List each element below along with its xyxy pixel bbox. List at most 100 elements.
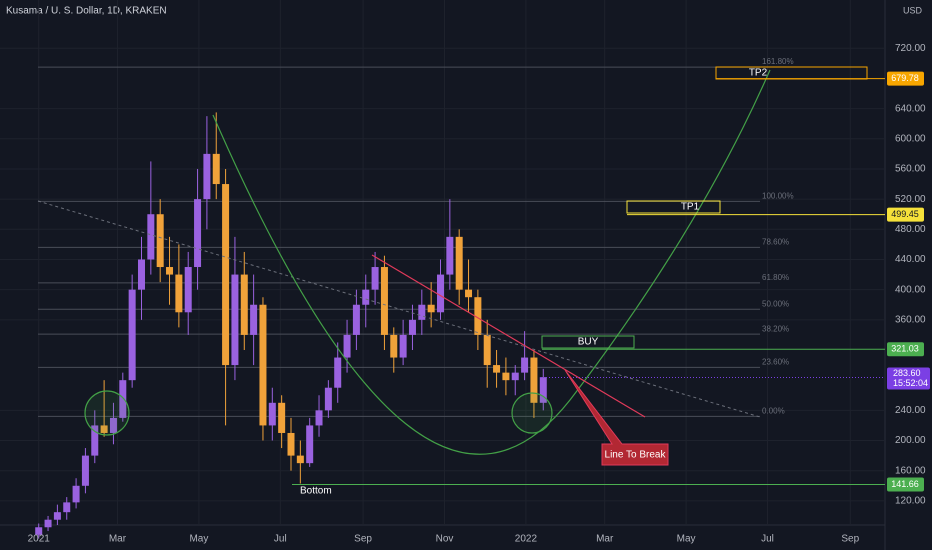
candle-body bbox=[109, 417, 117, 433]
candle-body bbox=[455, 236, 463, 290]
candle-body bbox=[446, 236, 454, 275]
candle-body bbox=[268, 402, 276, 426]
countdown-label: 15:52:04 bbox=[893, 378, 928, 388]
candle-body bbox=[119, 380, 127, 418]
tp2-label: TP2 bbox=[749, 68, 768, 79]
current-price-label: 283.60 bbox=[893, 368, 921, 378]
candle-body bbox=[231, 274, 239, 366]
x-tick-label: May bbox=[189, 534, 208, 545]
candle-body bbox=[53, 512, 61, 520]
candle-body bbox=[287, 432, 295, 456]
candle-body bbox=[91, 425, 99, 456]
candle-body bbox=[352, 304, 360, 335]
candle-body bbox=[362, 289, 370, 305]
current-price-tag bbox=[887, 367, 930, 390]
y-tick-label: 400.00 bbox=[895, 284, 926, 295]
price-tag-label: 499.45 bbox=[891, 209, 919, 219]
candle-body bbox=[530, 357, 538, 403]
candle-body bbox=[203, 153, 211, 200]
candle-body bbox=[399, 334, 407, 358]
fib-label: 0.00% bbox=[762, 406, 785, 415]
price-tag-label: 679.78 bbox=[891, 73, 919, 83]
circle bbox=[84, 390, 130, 436]
fib-label: 23.60% bbox=[762, 357, 789, 366]
price-tag bbox=[887, 342, 924, 357]
fib-label: 61.80% bbox=[762, 273, 789, 282]
price-tag-label: 141.66 bbox=[891, 479, 919, 489]
candle-body bbox=[324, 387, 332, 411]
fib-label: 50.00% bbox=[762, 299, 789, 308]
drawings bbox=[37, 69, 771, 455]
candle-body bbox=[465, 289, 473, 298]
fib-label: 161.80% bbox=[762, 57, 794, 66]
bottom-label: Bottom bbox=[300, 486, 332, 497]
tp1-box bbox=[626, 200, 721, 214]
candle-body bbox=[137, 259, 145, 290]
candle-body bbox=[212, 153, 220, 185]
chart-title: Kusama / U. S. Dollar, 1D, KRAKEN bbox=[6, 6, 167, 17]
buy-label: BUY bbox=[578, 337, 599, 348]
x-tick-label: Sep bbox=[354, 534, 372, 545]
candle-body bbox=[334, 357, 342, 388]
candle-body bbox=[436, 274, 444, 313]
x-tick-label: 2022 bbox=[515, 534, 538, 545]
y-tick-label: 360.00 bbox=[895, 314, 926, 325]
y-tick-label: 640.00 bbox=[895, 103, 926, 114]
candle-body bbox=[483, 334, 491, 366]
price-tag-label: 321.03 bbox=[891, 344, 919, 354]
candle-body bbox=[474, 297, 482, 335]
candle-body bbox=[147, 214, 155, 260]
x-tick-label: May bbox=[677, 534, 696, 545]
candle-body bbox=[156, 214, 164, 268]
candle-body bbox=[240, 274, 248, 335]
tp1-label: TP1 bbox=[681, 202, 700, 213]
candle-body bbox=[371, 267, 379, 290]
callout bbox=[564, 369, 669, 466]
y-tick-label: 200.00 bbox=[895, 435, 926, 446]
fib-label: 78.60% bbox=[762, 238, 789, 247]
y-tick-label: 560.00 bbox=[895, 164, 926, 175]
candle-body bbox=[63, 502, 71, 513]
candle-body bbox=[128, 289, 136, 381]
y-tick-label: 720.00 bbox=[895, 43, 926, 54]
candle-body bbox=[81, 455, 89, 486]
candle-body bbox=[278, 402, 286, 433]
y-tick-label: 600.00 bbox=[895, 133, 926, 144]
candle-body bbox=[44, 519, 52, 528]
x-tick-label: Jul bbox=[761, 534, 774, 545]
y-tick-label: 160.00 bbox=[895, 465, 926, 476]
price-tag bbox=[887, 71, 924, 86]
candle-body bbox=[306, 425, 314, 464]
x-tick-label: Jul bbox=[274, 534, 287, 545]
candle-body bbox=[72, 485, 80, 503]
trend-line bbox=[371, 254, 646, 418]
tp2-box bbox=[715, 66, 868, 80]
callout-label: Line To Break bbox=[605, 450, 667, 461]
candle-body bbox=[35, 527, 43, 535]
candle-body bbox=[427, 304, 435, 313]
y-tick-label: 120.00 bbox=[895, 496, 926, 507]
candle-body bbox=[493, 365, 501, 373]
candle-body bbox=[100, 425, 108, 433]
candle-body bbox=[539, 377, 547, 403]
x-tick-label: Nov bbox=[436, 534, 454, 545]
candle-body bbox=[315, 410, 323, 426]
candle-body bbox=[166, 267, 174, 275]
candle-body bbox=[259, 304, 267, 426]
y-tick-label: 480.00 bbox=[895, 224, 926, 235]
candle-body bbox=[222, 184, 230, 366]
candle-body bbox=[511, 372, 519, 381]
currency: USD bbox=[903, 5, 923, 15]
price-tag bbox=[887, 477, 924, 492]
y-tick-label: 520.00 bbox=[895, 194, 926, 205]
x-tick-label: 2021 bbox=[28, 534, 51, 545]
candle-body bbox=[194, 199, 202, 268]
fib-label: 38.20% bbox=[762, 324, 789, 333]
candle-body bbox=[521, 357, 529, 373]
fib-label: 100.00% bbox=[762, 192, 794, 201]
cup-arc bbox=[212, 69, 771, 455]
candle-body bbox=[418, 304, 426, 320]
x-tick-label: Mar bbox=[109, 534, 127, 545]
candle-body bbox=[250, 304, 258, 335]
candle-body bbox=[380, 267, 388, 335]
